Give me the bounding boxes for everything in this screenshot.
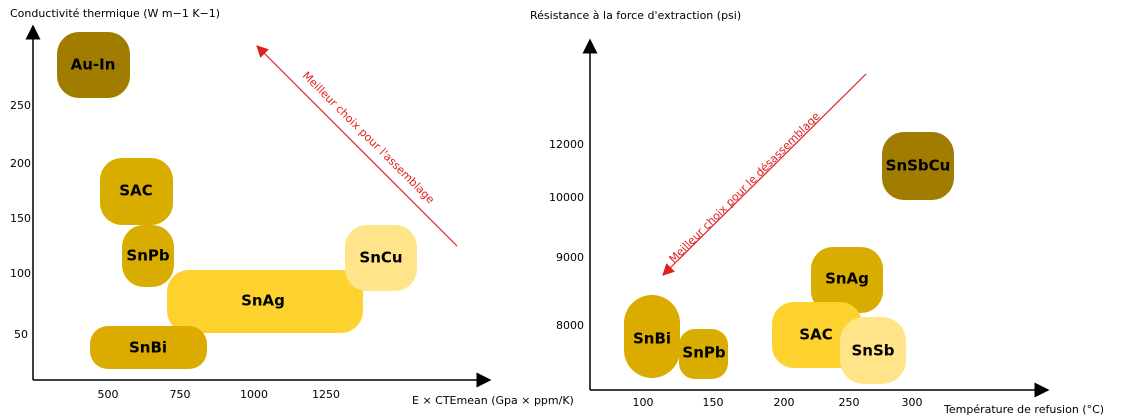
x-tick-label: 250 [839,396,860,409]
y-axis-label: Conductivité thermique (W m−1 K−1) [10,7,220,20]
x-tick-label: 500 [98,388,119,401]
node-label: SnAg [241,292,285,310]
node-label: SnSb [851,342,894,360]
node-box [167,270,363,333]
node-box [811,247,883,313]
node-box [122,225,174,287]
node-label: SAC [799,326,832,344]
y-tick-label: 9000 [556,251,584,264]
x-tick-label: 300 [902,396,923,409]
left-panel: Conductivité thermique (W m−1 K−1) E × C… [10,7,574,407]
node-label: SnBi [633,330,671,348]
y-tick-label: 50 [14,328,28,341]
node-box [345,225,417,291]
x-tick-label: 1250 [312,388,340,401]
node-box [882,132,954,200]
y-tick-label: 200 [10,157,31,170]
y-tick-label: 12000 [549,138,584,151]
node-label: SnAg [825,270,869,288]
y-axis-label: Résistance à la force d'extraction (psi) [530,9,741,22]
annotation: Meilleur choix pour le désassemblage [667,109,823,265]
node-box [57,32,130,98]
node-box [624,295,680,378]
arrow [662,73,867,276]
x-tick-label: 750 [170,388,191,401]
x-tick-label: 150 [703,396,724,409]
y-tick-label: 100 [10,267,31,280]
y-tick-label: 150 [10,212,31,225]
x-axis-label: E × CTEmean (Gpa × ppm/K) [412,394,574,407]
node-label: SnBi [129,339,167,357]
node-label: SnCu [359,249,402,267]
node-label: SAC [119,182,152,200]
node-box [100,158,173,225]
node-label: SnPb [126,247,169,265]
node-box [90,326,207,369]
node-label: SnPb [682,344,725,362]
annotation: Meilleur choix pour l'assemblage [300,69,437,206]
node-box [840,317,906,384]
node-label: SnSbCu [886,157,951,175]
arrow [256,45,458,247]
y-tick-label: 250 [10,99,31,112]
x-tick-label: 200 [774,396,795,409]
x-tick-label: 100 [633,396,654,409]
y-tick-label: 10000 [549,191,584,204]
x-axis-label: Température de refusion (°C) [943,403,1104,416]
node-label: Au-In [71,56,116,74]
x-tick-label: 1000 [240,388,268,401]
right-panel: Résistance à la force d'extraction (psi)… [530,9,1104,416]
node-box [679,329,728,379]
node-box [772,302,862,368]
y-tick-label: 8000 [556,319,584,332]
